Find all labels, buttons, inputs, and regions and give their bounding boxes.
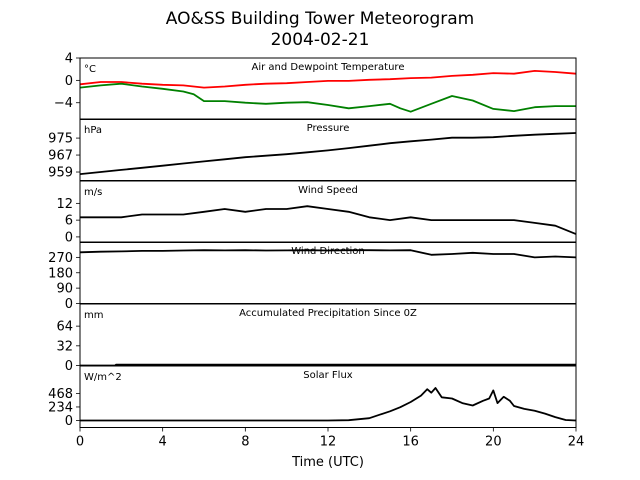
panel-1-title: Air and Dewpoint Temperature	[252, 62, 405, 73]
panel-6-unit: W/m^2	[84, 372, 122, 383]
panel-1-series-2-line	[80, 82, 576, 113]
panel-1-unit: °C	[84, 64, 96, 75]
panel-2: 975 967 959 hPa Pressure	[48, 118, 577, 181]
panel-3-series-1-line	[80, 205, 576, 235]
x-tick-label: 4	[159, 435, 167, 450]
panel-2-unit: hPa	[84, 125, 102, 136]
x-tick-label: 12	[320, 435, 337, 450]
y-tick-label: 6	[65, 214, 73, 229]
y-tick-label: 90	[56, 282, 73, 297]
y-tick-label: 0	[65, 74, 73, 89]
panel-1: 4 0 −4 °C Air and Dewpoint Temperature	[54, 52, 577, 120]
y-tick-label: 959	[48, 166, 73, 181]
panel-4-title: Wind Direction	[291, 246, 365, 257]
y-tick-label: 180	[48, 266, 73, 281]
y-tick-label: 0	[65, 414, 73, 429]
panel-6-title: Solar Flux	[303, 370, 353, 381]
x-tick-label: 20	[485, 435, 502, 450]
y-tick-label: 0	[65, 359, 73, 374]
x-axis-label: Time (UTC)	[291, 455, 364, 470]
panel-2-series-1-line	[80, 132, 576, 175]
y-tick-label: 468	[48, 387, 73, 402]
panel-3: 12 60 m/s Wind Speed	[56, 180, 577, 245]
y-tick-label: 64	[56, 320, 73, 335]
x-tick-label: 16	[402, 435, 419, 450]
panel-5-unit: mm	[84, 310, 103, 321]
panel-6-series-1-line	[80, 387, 576, 422]
y-tick-label: 270	[48, 251, 73, 266]
x-axis: 0 4 8 12 16 20 24	[76, 427, 585, 450]
y-tick-label: 234	[48, 400, 73, 415]
y-tick-label: 0	[65, 297, 73, 312]
panel-5: 64 32 0 mm Accumulated Precipitation Since 0…	[56, 303, 577, 374]
y-tick-label: 32	[56, 339, 73, 354]
panel-2-title: Pressure	[307, 123, 350, 134]
y-tick-label: 975	[48, 132, 73, 147]
figure-date: 2004-02-21	[271, 30, 370, 50]
y-tick-label: 4	[65, 52, 73, 67]
panels: 4 0 −4 °C Air and Dewpoint Temperature 975 967…	[48, 52, 577, 429]
panel-5-title: Accumulated Precipitation Since 0Z	[239, 308, 417, 319]
x-tick-label: 24	[568, 435, 585, 450]
y-tick-label: 0	[65, 230, 73, 245]
panel-4-series-1-line	[80, 249, 576, 259]
x-tick-label: 8	[241, 435, 249, 450]
y-tick-label: 12	[56, 197, 73, 212]
y-tick-label: −4	[54, 96, 73, 111]
y-tick-label: 967	[48, 149, 73, 164]
panel-3-title: Wind Speed	[298, 185, 358, 196]
panel-3-unit: m/s	[84, 187, 102, 198]
x-tick-label: 0	[76, 435, 84, 450]
figure-title: AO&SS Building Tower Meteorogram	[166, 9, 474, 29]
panel-1-series-1-line	[80, 70, 576, 89]
